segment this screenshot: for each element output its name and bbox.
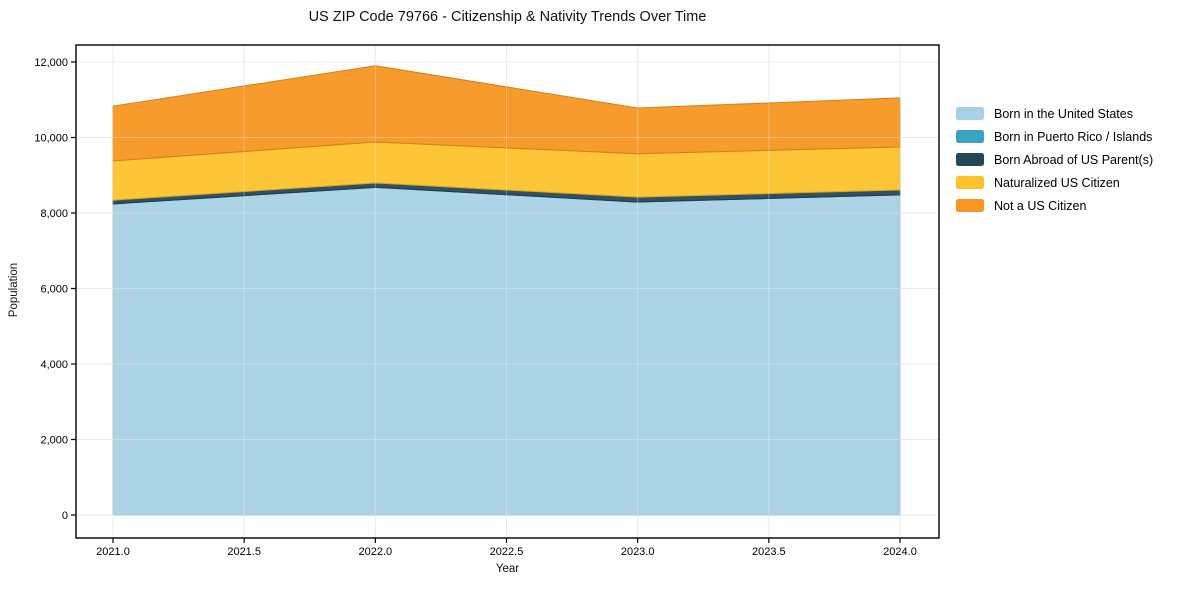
area-not-a-us-citizen (112, 65, 901, 162)
x-tick-label: 2024.0 (883, 546, 917, 558)
x-tick-label: 2023.0 (621, 546, 655, 558)
legend-label-puerto-rico: Born in Puerto Rico / Islands (994, 129, 1153, 144)
legend: Born in the United States Born in Puerto… (956, 102, 1154, 217)
x-tick-label: 2022.0 (359, 546, 393, 558)
legend-label-born-us: Born in the United States (994, 106, 1133, 121)
chart-title: US ZIP Code 79766 - Citizenship & Nativi… (308, 9, 707, 25)
x-tick-label: 2022.5 (490, 546, 524, 558)
y-tick-label: 12,000 (34, 57, 68, 69)
legend-swatch-born-abroad (956, 153, 984, 166)
y-tick-label: 10,000 (34, 133, 68, 145)
legend-swatch-born-us (956, 107, 984, 120)
legend-item-born-abroad: Born Abroad of US Parent(s) (956, 148, 1153, 171)
legend-item-naturalized: Naturalized US Citizen (956, 171, 1153, 194)
legend-item-born-us: Born in the United States (956, 102, 1153, 125)
area-series-group (112, 65, 901, 516)
legend-label-born-abroad: Born Abroad of US Parent(s) (994, 152, 1154, 167)
y-tick-label: 6,000 (40, 284, 68, 296)
y-tick-label: 2,000 (40, 435, 68, 447)
legend-label-naturalized: Naturalized US Citizen (994, 175, 1120, 190)
plot-frame (75, 44, 940, 539)
legend-swatch-not-citizen (956, 199, 984, 212)
y-tick-label: 8,000 (40, 208, 68, 220)
x-tick-label: 2021.0 (96, 546, 130, 558)
y-axis-label: Population (8, 262, 20, 318)
x-tick-label: 2023.5 (752, 546, 786, 558)
gridlines-overlay (76, 45, 939, 538)
legend-item-not-citizen: Not a US Citizen (956, 194, 1153, 217)
y-tick-label: 4,000 (40, 359, 68, 371)
axis-ticks: 2021.0 2021.5 2022.0 2022.5 2023.0 2023.5 2024… (34, 57, 916, 558)
legend-label-not-citizen: Not a US Citizen (994, 198, 1087, 213)
y-tick-label: 0 (62, 510, 68, 522)
x-axis-label: Year (495, 563, 520, 575)
legend-item-puerto-rico: Born in Puerto Rico / Islands (956, 125, 1153, 148)
x-tick-label: 2021.5 (227, 546, 261, 558)
legend-swatch-puerto-rico (956, 130, 984, 143)
legend-swatch-naturalized (956, 176, 984, 189)
